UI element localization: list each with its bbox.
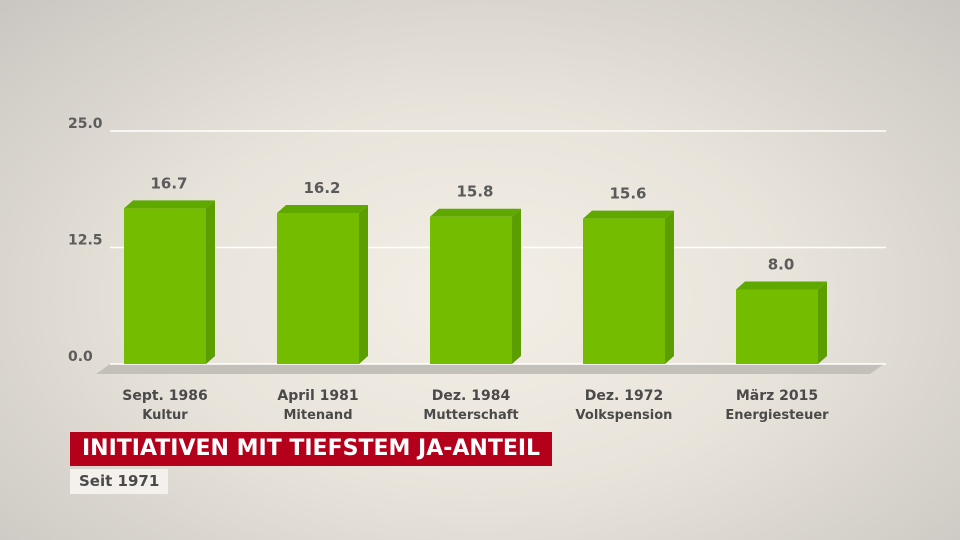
y-tick-label: 25.0 [68,116,103,132]
y-tick-label: 12.5 [68,233,103,249]
bar [736,281,827,364]
category-name-label: Mutterschaft [423,408,518,423]
category-date-label: April 1981 [277,388,358,404]
floor-shadow [96,364,884,374]
bar [124,200,215,364]
label-layer: 16.7 16.2 15.8 15.6 8.0 Sept. 1986 Kultur April… [122,174,829,423]
bar-side [512,208,521,364]
bar-front [277,213,359,364]
bar-side [359,205,368,364]
category-date-label: Dez. 1972 [585,388,663,404]
bar [430,208,521,364]
y-tick-label: 0.0 [68,349,93,365]
bar-front [583,218,665,364]
category-date-label: Sept. 1986 [122,388,207,404]
chart-title: INITIATIVEN MIT TIEFSTEM JA-ANTEIL [70,432,553,466]
bar-side [665,210,674,364]
category-date-label: März 2015 [736,388,818,404]
bar-top [430,208,521,217]
bar-layer [124,200,827,364]
bar [277,205,368,364]
bar [583,210,674,364]
bar-side [818,281,827,364]
bar-front [124,208,206,364]
value-label: 15.8 [456,183,493,201]
bar-top [124,200,215,209]
category-name-label: Volkspension [576,408,673,423]
chart-subtitle: Seit 1971 [70,469,169,494]
value-label: 16.7 [150,174,187,192]
bar-top [277,205,368,214]
category-date-label: Dez. 1984 [432,388,511,404]
category-name-label: Mitenand [283,408,352,423]
bar-side [206,200,215,364]
bar-front [736,289,818,364]
bar-front [430,216,512,364]
category-name-label: Kultur [142,408,188,423]
bar-top [736,281,827,290]
value-label: 8.0 [768,255,795,273]
value-label: 15.6 [609,185,646,203]
category-name-label: Energiesteuer [725,408,829,423]
bar-top [583,210,674,219]
value-label: 16.2 [303,179,340,197]
